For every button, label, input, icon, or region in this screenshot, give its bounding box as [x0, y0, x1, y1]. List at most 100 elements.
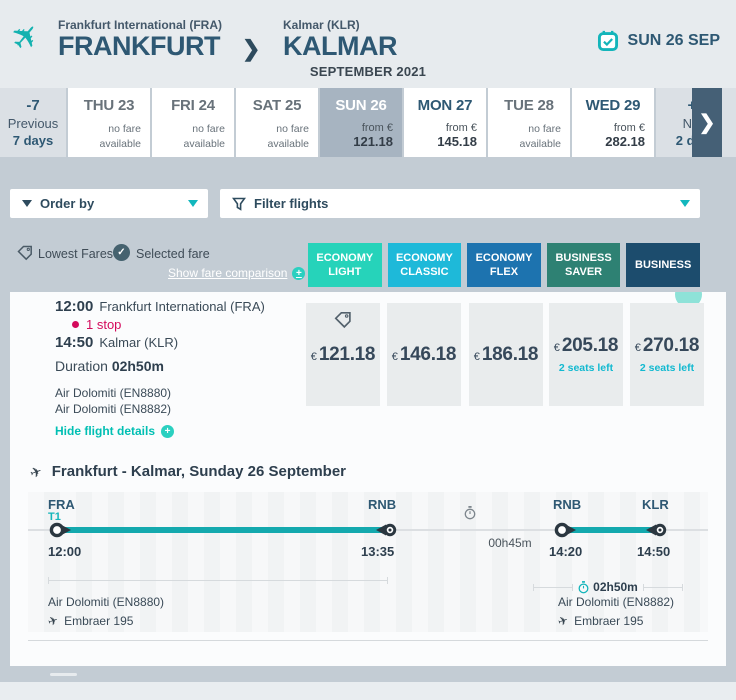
route-arrow-icon: ❯: [242, 36, 261, 61]
time-arr-1: 13:35: [361, 544, 395, 559]
origin-city: FRANKFURT: [58, 31, 220, 61]
hide-flight-details-label: Hide flight details: [55, 424, 156, 438]
day-note: no fare: [276, 123, 309, 135]
day-label: FRI 24: [171, 97, 215, 114]
hide-flight-details-toggle[interactable]: Hide flight details +: [55, 424, 175, 438]
station-fra: FRA: [48, 497, 75, 512]
price-value: 205.18: [561, 335, 619, 356]
fare-head-line: SAVER: [565, 266, 603, 278]
route-header: ✈ Frankfurt International (FRA) FRANKFUR…: [0, 0, 736, 88]
show-fare-comparison-label: Show fare comparison: [168, 266, 288, 280]
segment-2-bracket: 02h50m: [533, 580, 684, 594]
day-note: no fare: [108, 123, 141, 135]
day-cell-tue-28[interactable]: TUE 28 no fare available: [488, 88, 570, 157]
day-cell-mon-27[interactable]: MON 27 from € 145.18: [404, 88, 486, 157]
show-fare-comparison-link[interactable]: Show fare comparison +: [168, 266, 306, 280]
day-label: WED 29: [585, 97, 641, 114]
day-cell-wed-29[interactable]: WED 29 from € 282.18: [572, 88, 654, 157]
selected-fare-check-icon: ✓: [113, 244, 130, 261]
fare-head-economy-flex[interactable]: ECONOMY FLEX: [467, 243, 541, 287]
fare-head-line: BUSINESS: [555, 251, 612, 264]
day-label: TUE 28: [504, 97, 554, 114]
time-dep-1: 12:00: [48, 544, 82, 559]
price-business[interactable]: €270.18 2 seats left: [630, 303, 704, 406]
selected-fare-label: Selected fare: [136, 247, 210, 261]
day-note: available: [519, 138, 561, 151]
origin-block: Frankfurt International (FRA) FRANKFURT: [58, 18, 222, 62]
plus-icon: +: [292, 266, 306, 280]
time-dep-2: 14:20: [549, 544, 583, 559]
destination-airport-code: Kalmar (KLR): [283, 18, 360, 32]
duration-row: Duration 02h50m: [55, 358, 164, 374]
segment-1-bracket: [48, 577, 388, 584]
date-strip: -7 Previous 7 days THU 23 no fare availa…: [0, 88, 736, 157]
day-from-label: from €: [445, 122, 477, 134]
day-note: available: [183, 138, 225, 151]
day-price: 282.18: [605, 134, 645, 149]
day-price: 121.18: [353, 134, 393, 149]
previous-label-1: Previous: [7, 116, 59, 131]
footer-band: [0, 682, 736, 700]
arrival-marker-icon: [376, 523, 397, 537]
sort-icon: [22, 200, 32, 207]
day-note: no fare: [528, 123, 561, 135]
airline-line-2: Air Dolomiti (EN8882): [55, 402, 172, 416]
segment-2-duration: 02h50m: [593, 580, 638, 594]
stopwatch-icon: [464, 506, 476, 520]
currency: €: [553, 342, 560, 354]
plane-icon: ✈: [2, 13, 50, 61]
itinerary-timeline: FRA T1 12:00 RNB 13:35 00h45m RNB 14:20 …: [28, 492, 708, 632]
fare-head-line: LIGHT: [328, 266, 362, 278]
fare-class-headers: ECONOMY LIGHT ECONOMY CLASSIC ECONOMY FL…: [308, 243, 700, 287]
order-by-dropdown[interactable]: Order by: [10, 189, 208, 218]
segment-aircraft: Embraer 195: [64, 613, 134, 628]
price-business-saver[interactable]: €205.18 2 seats left: [549, 303, 623, 406]
origin-airport-code: Frankfurt International (FRA): [58, 18, 222, 32]
day-cell-thu-23[interactable]: THU 23 no fare available: [68, 88, 150, 157]
next-days-button[interactable]: ❯: [692, 88, 722, 157]
fare-head-line: ECONOMY: [395, 251, 453, 264]
departure-time: 12:00: [55, 298, 94, 315]
lowest-fare-tag-icon: [17, 245, 32, 261]
arrival-marker-icon: [646, 523, 667, 537]
arrival-airport: Kalmar (KLR): [99, 335, 179, 350]
calendar-icon: [597, 30, 618, 52]
plane-icon: ✈: [555, 612, 571, 630]
day-cell-sun-26-selected[interactable]: SUN 26 from € 121.18: [320, 88, 402, 157]
filter-flights-label: Filter flights: [254, 196, 329, 211]
segment-2-line: [565, 527, 656, 533]
price-economy-flex[interactable]: €186.18: [469, 303, 543, 406]
currency: €: [310, 350, 317, 363]
filter-flights-dropdown[interactable]: Filter flights: [220, 189, 700, 218]
month-label: SEPTEMBER 2021: [309, 64, 427, 79]
lowest-fare-tag-icon: [334, 311, 351, 329]
chevron-right-icon: ❯: [698, 112, 716, 134]
day-cell-fri-24[interactable]: FRI 24 no fare available: [152, 88, 234, 157]
stopwatch-icon: [578, 580, 589, 593]
selected-date-label: SUN 26 SEP: [627, 32, 720, 49]
day-note: no fare: [192, 123, 225, 135]
currency: €: [634, 342, 641, 354]
fare-head-business-saver[interactable]: BUSINESS SAVER: [546, 243, 621, 287]
day-note: available: [99, 138, 141, 151]
previous-days-button[interactable]: -7 Previous 7 days: [0, 88, 66, 157]
fare-head-economy-light[interactable]: ECONOMY LIGHT: [308, 243, 382, 287]
details-title-row: ✈ Frankfurt - Kalmar, Sunday 26 Septembe…: [28, 462, 346, 481]
selected-date[interactable]: SUN 26 SEP: [597, 30, 720, 52]
fare-head-business[interactable]: BUSINESS: [626, 243, 700, 287]
plane-icon: ✈: [45, 612, 61, 630]
lowest-fares-label: Lowest Fares: [38, 247, 114, 261]
station-rnb-dep: RNB: [553, 497, 582, 512]
currency: €: [473, 350, 480, 363]
day-from-label: from €: [613, 122, 645, 134]
previous-offset: -7: [26, 97, 40, 114]
segment-airline: Air Dolomiti (EN8882): [558, 595, 675, 609]
price-economy-light[interactable]: €121.18: [306, 303, 380, 406]
duration-label: Duration: [55, 358, 108, 374]
day-from-label: from €: [361, 122, 393, 134]
day-cell-sat-25[interactable]: SAT 25 no fare available: [236, 88, 318, 157]
fare-head-economy-classic[interactable]: ECONOMY CLASSIC: [387, 243, 462, 287]
day-label: THU 23: [83, 97, 135, 114]
fare-head-line: ECONOMY: [475, 251, 533, 264]
price-economy-classic[interactable]: €146.18: [387, 303, 461, 406]
